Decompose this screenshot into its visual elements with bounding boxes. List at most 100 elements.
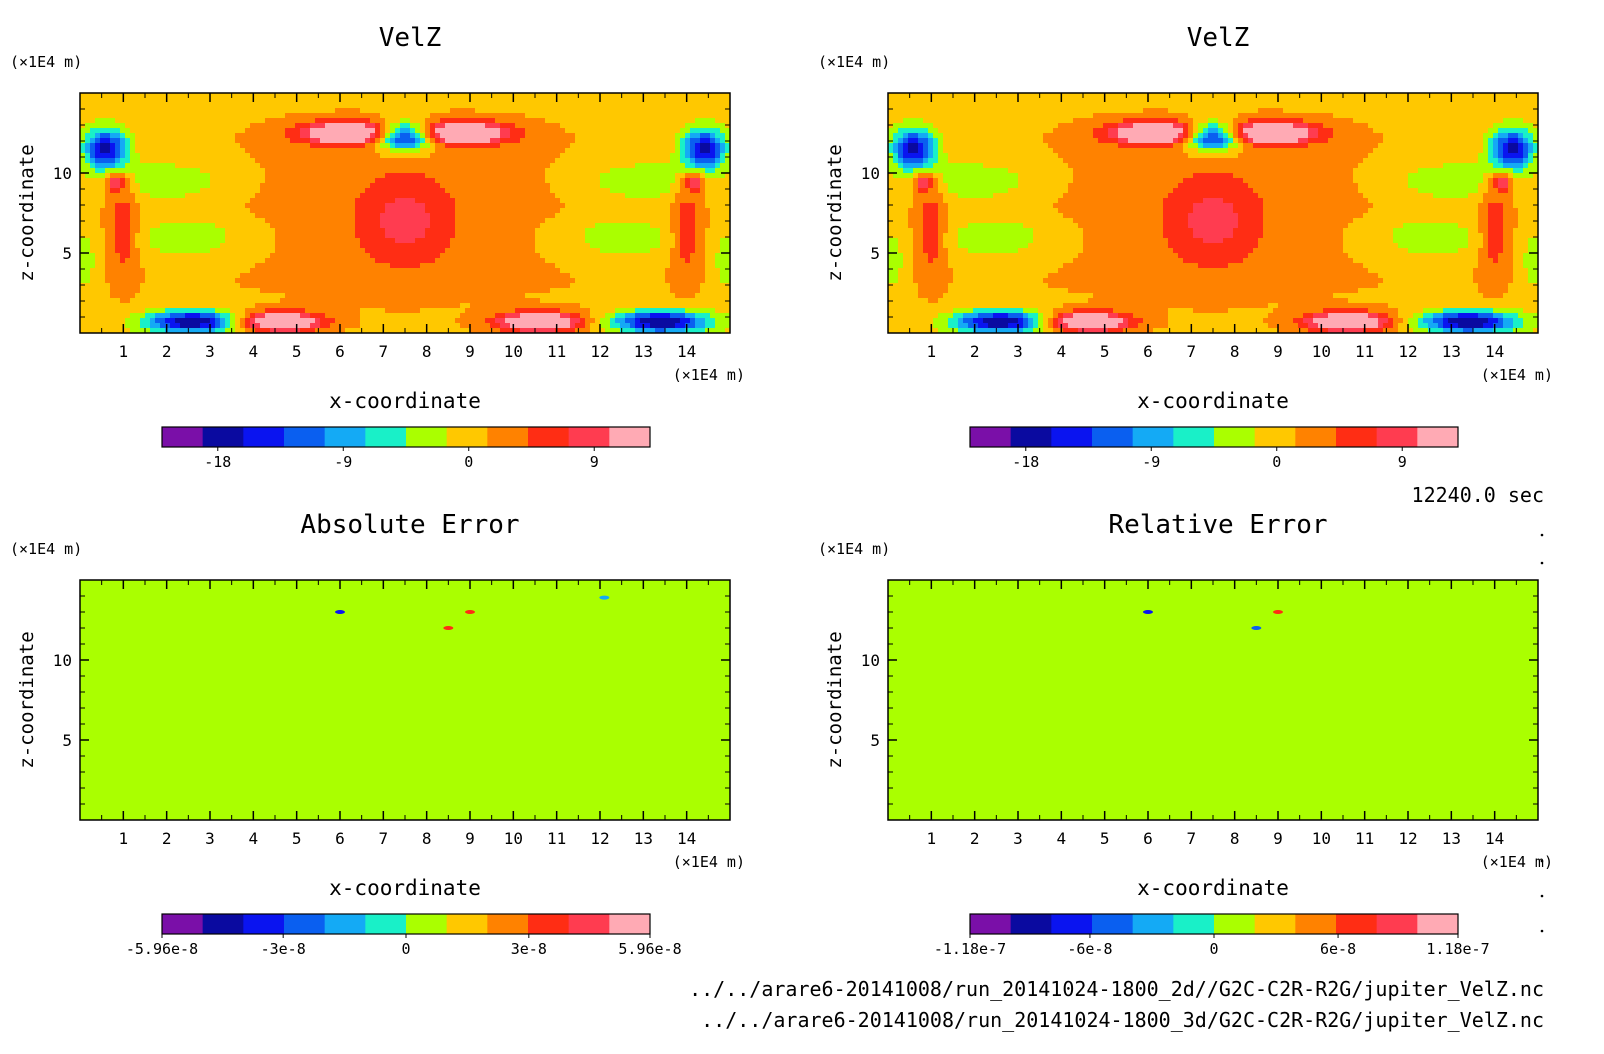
- x-tick-label: 4: [249, 342, 259, 361]
- colorbar-swatch: [1376, 914, 1418, 934]
- colorbar-tick-label: -1.18e-7: [934, 940, 1006, 958]
- colorbar-tick-label: -3e-8: [261, 940, 306, 958]
- x-tick-label: 6: [1143, 829, 1153, 848]
- y-unit-label: (×1E4 m): [818, 540, 890, 558]
- x-tick-label: 3: [205, 829, 215, 848]
- x-tick-label: 8: [422, 342, 432, 361]
- colorbar-tick-label: -18: [1012, 453, 1039, 471]
- colorbar-swatch: [1132, 427, 1174, 447]
- colorbar-swatch: [1254, 914, 1296, 934]
- colorbar-tick-label: -9: [334, 453, 352, 471]
- x-tick-label: 3: [1013, 829, 1023, 848]
- colorbar-swatch: [406, 914, 448, 934]
- x-tick-label: 1: [119, 829, 129, 848]
- colorbar-swatch: [162, 914, 204, 934]
- x-tick-label: 1: [927, 342, 937, 361]
- colorbar-frame: [969, 426, 1459, 448]
- error-spot: [335, 610, 345, 614]
- colorbar-swatch: [243, 914, 285, 934]
- x-tick-label: 11: [547, 829, 566, 848]
- margin-dot: [1540, 561, 1544, 565]
- colorbar-tick-label: 0: [1272, 453, 1281, 471]
- x-tick-label: 5: [292, 342, 302, 361]
- error-spot: [1251, 626, 1262, 630]
- colorbar-tick-label: -9: [1142, 453, 1160, 471]
- x-tick-label: 6: [1143, 342, 1153, 361]
- colorbar-swatch: [970, 914, 1012, 934]
- colorbar-swatch: [162, 427, 204, 447]
- x-tick-label: 10: [1312, 829, 1331, 848]
- x-axis-label: x-coordinate: [1137, 389, 1289, 413]
- colorbar-swatch: [1336, 427, 1378, 447]
- colorbar-swatch: [1010, 427, 1052, 447]
- x-tick-label: 6: [335, 829, 345, 848]
- error-spot: [1143, 610, 1153, 614]
- colorbar-tick-label: 9: [1398, 453, 1407, 471]
- y-axis-label: z-coordinate: [16, 144, 38, 281]
- colorbar-swatch: [1132, 914, 1174, 934]
- colorbar-tick-label: 0: [401, 940, 410, 958]
- margin-dot: [1540, 859, 1544, 863]
- x-tick-label: 3: [1013, 342, 1023, 361]
- y-axis-label: z-coordinate: [824, 144, 846, 281]
- colorbar-swatch: [1417, 427, 1459, 447]
- x-tick-label: 14: [677, 342, 696, 361]
- colorbar-frame: [161, 426, 651, 448]
- colorbar-swatch: [202, 914, 244, 934]
- chart-title: VelZ: [379, 23, 442, 53]
- colorbar-tick-label: 5.96e-8: [618, 940, 681, 958]
- x-tick-label: 10: [504, 342, 523, 361]
- chart-title: Relative Error: [1108, 510, 1327, 540]
- contour-field: [888, 580, 1538, 820]
- x-tick-label: 12: [590, 342, 609, 361]
- x-tick-label: 14: [1485, 342, 1504, 361]
- x-tick-label: 10: [1312, 342, 1331, 361]
- x-tick-label: 5: [292, 829, 302, 848]
- contour-field: [80, 580, 730, 820]
- colorbar: -5.96e-8 -3e-8 0 3e-8 5.96e-8: [126, 913, 682, 958]
- colorbar-swatch: [609, 427, 651, 447]
- colorbar-swatch: [1214, 427, 1256, 447]
- x-tick-label: 2: [970, 829, 980, 848]
- colorbar-swatch: [1092, 427, 1134, 447]
- colorbar-swatch: [365, 914, 407, 934]
- error-spot: [1273, 610, 1283, 614]
- colorbar-swatch: [568, 427, 610, 447]
- x-unit-label: (×1E4 m): [673, 366, 745, 384]
- colorbar-swatch: [528, 427, 570, 447]
- error-spot: [465, 610, 475, 614]
- x-tick-label: 2: [970, 342, 980, 361]
- x-tick-label: 11: [1355, 829, 1374, 848]
- x-tick-label: 1: [927, 829, 937, 848]
- x-tick-label: 2: [162, 342, 172, 361]
- colorbar-swatch: [1336, 914, 1378, 934]
- file-path-1: ../../arare6-20141008/run_20141024-1800_…: [689, 977, 1544, 1001]
- x-tick-label: 14: [677, 829, 696, 848]
- colorbar-tick-label: 6e-8: [1320, 940, 1356, 958]
- colorbar-swatch: [970, 427, 1012, 447]
- colorbar-swatch: [1051, 427, 1093, 447]
- x-axis-label: x-coordinate: [1137, 876, 1289, 900]
- colorbar-swatch: [446, 914, 488, 934]
- x-tick-label: 13: [634, 342, 653, 361]
- x-tick-label: 9: [465, 829, 475, 848]
- x-tick-label: 7: [379, 342, 389, 361]
- x-tick-label: 6: [335, 342, 345, 361]
- y-tick-label: 10: [53, 164, 72, 183]
- x-tick-label: 10: [504, 829, 523, 848]
- colorbar-tick-label: 0: [1209, 940, 1218, 958]
- colorbar-swatch: [1417, 914, 1459, 934]
- timestamp-label: 12240.0 sec: [1412, 483, 1544, 507]
- colorbar-swatch: [1010, 914, 1052, 934]
- colorbar-tick-label: 3e-8: [511, 940, 547, 958]
- margin-dot: [1540, 533, 1544, 537]
- x-tick-label: 5: [1100, 342, 1110, 361]
- colorbar-tick-label: 1.18e-7: [1426, 940, 1489, 958]
- field-background: [80, 580, 730, 820]
- colorbar-swatch: [1173, 427, 1215, 447]
- x-tick-label: 7: [1187, 829, 1197, 848]
- colorbar-swatch: [487, 427, 529, 447]
- colorbar-swatch: [1051, 914, 1093, 934]
